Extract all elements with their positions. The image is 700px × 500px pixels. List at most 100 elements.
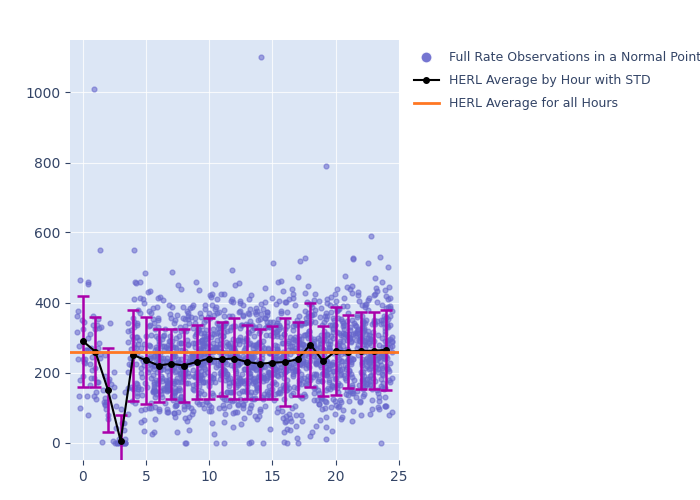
Full Rate Observations in a Normal Point [209, 343, 220, 351]
Full Rate Observations in a Normal Point [267, 362, 278, 370]
Full Rate Observations in a Normal Point [344, 336, 355, 344]
Full Rate Observations in a Normal Point [267, 379, 278, 387]
Full Rate Observations in a Normal Point [358, 319, 369, 327]
Full Rate Observations in a Normal Point [269, 361, 280, 369]
Full Rate Observations in a Normal Point [218, 290, 229, 298]
Full Rate Observations in a Normal Point [165, 314, 176, 322]
Full Rate Observations in a Normal Point [244, 377, 255, 385]
Full Rate Observations in a Normal Point [198, 318, 209, 326]
Full Rate Observations in a Normal Point [287, 370, 298, 378]
Full Rate Observations in a Normal Point [265, 323, 276, 331]
Full Rate Observations in a Normal Point [249, 324, 260, 332]
Full Rate Observations in a Normal Point [294, 380, 305, 388]
Full Rate Observations in a Normal Point [368, 319, 379, 327]
Full Rate Observations in a Normal Point [342, 332, 354, 340]
HERL Average by Hour with STD [167, 361, 176, 367]
Full Rate Observations in a Normal Point [342, 308, 354, 316]
Full Rate Observations in a Normal Point [256, 54, 267, 62]
HERL Average by Hour with STD [357, 348, 365, 354]
Full Rate Observations in a Normal Point [200, 398, 211, 406]
Full Rate Observations in a Normal Point [127, 335, 139, 343]
Full Rate Observations in a Normal Point [255, 364, 266, 372]
Full Rate Observations in a Normal Point [83, 334, 94, 342]
Full Rate Observations in a Normal Point [177, 373, 188, 381]
Full Rate Observations in a Normal Point [198, 350, 209, 358]
Full Rate Observations in a Normal Point [237, 404, 248, 412]
Legend: Full Rate Observations in a Normal Point, HERL Average by Hour with STD, HERL Av: Full Rate Observations in a Normal Point… [409, 46, 700, 116]
Full Rate Observations in a Normal Point [220, 372, 232, 380]
Full Rate Observations in a Normal Point [166, 361, 177, 369]
Full Rate Observations in a Normal Point [228, 362, 239, 370]
Full Rate Observations in a Normal Point [385, 304, 396, 312]
Full Rate Observations in a Normal Point [98, 398, 109, 406]
Full Rate Observations in a Normal Point [307, 304, 318, 312]
Full Rate Observations in a Normal Point [363, 356, 374, 364]
Full Rate Observations in a Normal Point [266, 385, 277, 393]
Full Rate Observations in a Normal Point [218, 401, 229, 409]
Full Rate Observations in a Normal Point [366, 356, 377, 364]
Full Rate Observations in a Normal Point [225, 323, 236, 331]
Full Rate Observations in a Normal Point [218, 322, 230, 330]
Full Rate Observations in a Normal Point [321, 372, 332, 380]
Full Rate Observations in a Normal Point [135, 344, 146, 352]
HERL Average by Hour with STD [293, 356, 302, 362]
Full Rate Observations in a Normal Point [215, 356, 226, 364]
Full Rate Observations in a Normal Point [117, 438, 128, 446]
Full Rate Observations in a Normal Point [83, 280, 94, 288]
Full Rate Observations in a Normal Point [290, 366, 302, 374]
Full Rate Observations in a Normal Point [320, 370, 331, 378]
Full Rate Observations in a Normal Point [218, 356, 230, 364]
Full Rate Observations in a Normal Point [336, 413, 347, 421]
Full Rate Observations in a Normal Point [264, 323, 275, 331]
Full Rate Observations in a Normal Point [183, 340, 194, 348]
Full Rate Observations in a Normal Point [325, 340, 336, 348]
Full Rate Observations in a Normal Point [153, 354, 164, 362]
Full Rate Observations in a Normal Point [290, 422, 302, 430]
Full Rate Observations in a Normal Point [357, 370, 368, 378]
Full Rate Observations in a Normal Point [243, 357, 254, 365]
Full Rate Observations in a Normal Point [365, 336, 377, 344]
Full Rate Observations in a Normal Point [244, 340, 255, 348]
Full Rate Observations in a Normal Point [294, 360, 305, 368]
Full Rate Observations in a Normal Point [303, 300, 314, 308]
Full Rate Observations in a Normal Point [190, 356, 202, 364]
Full Rate Observations in a Normal Point [154, 388, 165, 396]
Full Rate Observations in a Normal Point [272, 318, 283, 326]
Full Rate Observations in a Normal Point [242, 368, 253, 376]
Full Rate Observations in a Normal Point [270, 358, 281, 366]
Full Rate Observations in a Normal Point [290, 410, 301, 418]
Full Rate Observations in a Normal Point [225, 346, 236, 354]
Full Rate Observations in a Normal Point [213, 308, 224, 316]
Full Rate Observations in a Normal Point [347, 382, 358, 390]
Full Rate Observations in a Normal Point [368, 291, 379, 299]
Full Rate Observations in a Normal Point [293, 336, 304, 344]
Full Rate Observations in a Normal Point [176, 339, 187, 347]
Full Rate Observations in a Normal Point [128, 385, 139, 393]
Full Rate Observations in a Normal Point [339, 325, 350, 333]
Full Rate Observations in a Normal Point [264, 370, 275, 378]
Full Rate Observations in a Normal Point [357, 300, 368, 308]
Full Rate Observations in a Normal Point [158, 358, 169, 366]
Full Rate Observations in a Normal Point [231, 351, 242, 359]
Full Rate Observations in a Normal Point [321, 398, 332, 406]
Full Rate Observations in a Normal Point [233, 362, 244, 370]
Full Rate Observations in a Normal Point [206, 346, 218, 354]
Full Rate Observations in a Normal Point [349, 328, 360, 336]
HERL Average by Hour with STD [180, 362, 188, 368]
Full Rate Observations in a Normal Point [193, 400, 204, 408]
Full Rate Observations in a Normal Point [247, 352, 258, 360]
Full Rate Observations in a Normal Point [325, 346, 336, 354]
Full Rate Observations in a Normal Point [311, 358, 322, 366]
Full Rate Observations in a Normal Point [172, 354, 183, 362]
Full Rate Observations in a Normal Point [320, 435, 331, 443]
Full Rate Observations in a Normal Point [344, 326, 356, 334]
Full Rate Observations in a Normal Point [273, 388, 284, 396]
Full Rate Observations in a Normal Point [386, 348, 398, 356]
Full Rate Observations in a Normal Point [126, 382, 137, 390]
Full Rate Observations in a Normal Point [346, 370, 357, 378]
Full Rate Observations in a Normal Point [354, 397, 365, 405]
Full Rate Observations in a Normal Point [298, 356, 309, 364]
Full Rate Observations in a Normal Point [365, 362, 377, 370]
Full Rate Observations in a Normal Point [148, 388, 159, 396]
Full Rate Observations in a Normal Point [161, 364, 172, 372]
